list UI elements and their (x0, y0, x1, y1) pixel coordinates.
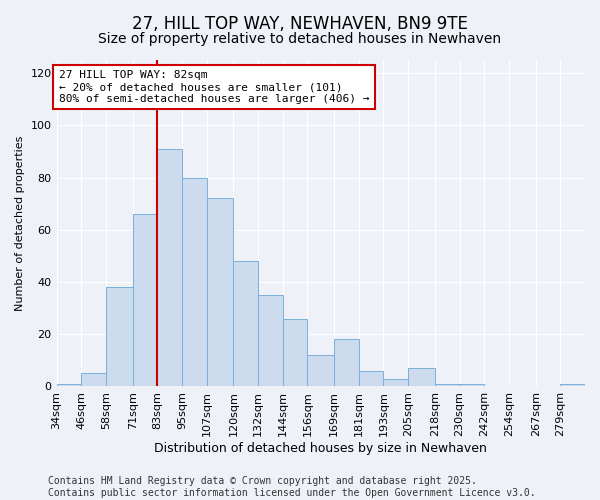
Bar (206, 198, 233, 386)
Bar (460, 384, 484, 386)
Bar (133, 214, 157, 386)
Text: 27, HILL TOP WAY, NEWHAVEN, BN9 9TE: 27, HILL TOP WAY, NEWHAVEN, BN9 9TE (132, 15, 468, 33)
Y-axis label: Number of detached properties: Number of detached properties (15, 136, 25, 311)
Bar (307, 355, 334, 386)
Text: Contains HM Land Registry data © Crown copyright and database right 2025.
Contai: Contains HM Land Registry data © Crown c… (48, 476, 536, 498)
Bar (283, 318, 307, 386)
Bar (157, 149, 182, 386)
X-axis label: Distribution of detached houses by size in Newhaven: Distribution of detached houses by size … (154, 442, 487, 455)
Bar (81, 374, 106, 386)
Text: 27 HILL TOP WAY: 82sqm
← 20% of detached houses are smaller (101)
80% of semi-de: 27 HILL TOP WAY: 82sqm ← 20% of detached… (59, 70, 369, 104)
Bar (359, 371, 383, 386)
Bar (106, 287, 133, 386)
Text: Size of property relative to detached houses in Newhaven: Size of property relative to detached ho… (98, 32, 502, 46)
Bar (560, 384, 585, 386)
Bar (408, 368, 435, 386)
Bar (435, 384, 460, 386)
Bar (182, 178, 206, 386)
Bar (334, 340, 359, 386)
Bar (56, 384, 81, 386)
Bar (233, 261, 258, 386)
Bar (258, 295, 283, 386)
Bar (383, 378, 408, 386)
